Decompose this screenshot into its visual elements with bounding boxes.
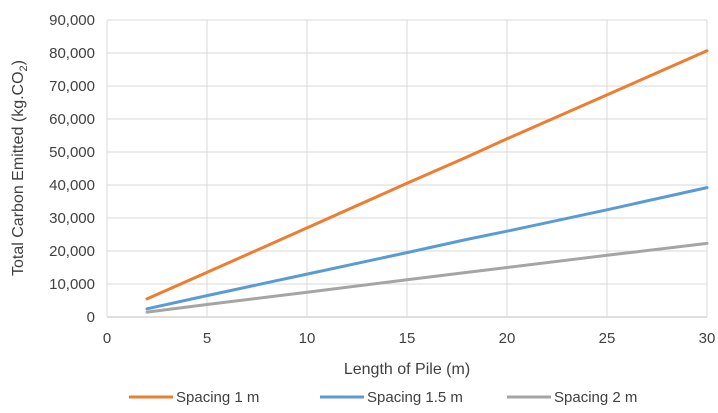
grid-lines xyxy=(106,19,708,318)
y-axis-title-end: ) xyxy=(10,60,27,65)
y-tick-label: 70,000 xyxy=(49,78,95,95)
series-line-spacing-2-m xyxy=(145,241,709,314)
series-line-spacing-1-m xyxy=(145,49,709,301)
y-tick-label: 50,000 xyxy=(49,144,95,161)
x-tick-label: 5 xyxy=(203,330,211,347)
y-tick-label: 60,000 xyxy=(49,111,95,128)
legend-label: Spacing 1.5 m xyxy=(367,389,463,406)
y-tick-label: 10,000 xyxy=(49,276,95,293)
y-axis-title-subscript: 2 xyxy=(18,65,30,71)
legend-label: Spacing 1 m xyxy=(176,389,259,406)
y-tick-label: 0 xyxy=(87,309,95,326)
series-lines xyxy=(145,49,709,314)
y-axis-ticks: 0 10,000 20,000 30,000 40,000 50,000 60,000 70,… xyxy=(49,12,95,326)
y-tick-label: 90,000 xyxy=(49,12,95,29)
y-tick-label: 20,000 xyxy=(49,243,95,260)
legend-label: Spacing 2 m xyxy=(554,389,637,406)
y-tick-label: 80,000 xyxy=(49,45,95,62)
y-axis-title: Total Carbon Emitted (kg.CO2) xyxy=(10,60,30,276)
y-axis-title-main: Total Carbon Emitted (kg.CO xyxy=(10,71,27,276)
x-tick-label: 15 xyxy=(399,330,416,347)
y-tick-label: 40,000 xyxy=(49,177,95,194)
x-tick-label: 30 xyxy=(699,330,716,347)
x-tick-label: 20 xyxy=(499,330,516,347)
x-tick-label: 0 xyxy=(103,330,111,347)
legend: Spacing 1 m Spacing 1.5 m Spacing 2 m xyxy=(129,389,637,406)
series-line-spacing-1-5-m xyxy=(145,186,709,311)
x-axis-ticks: 0 5 10 15 20 25 30 xyxy=(103,330,716,347)
y-tick-label: 30,000 xyxy=(49,210,95,227)
x-tick-label: 10 xyxy=(299,330,316,347)
x-tick-label: 25 xyxy=(599,330,616,347)
x-axis-title: Length of Pile (m) xyxy=(344,361,470,378)
